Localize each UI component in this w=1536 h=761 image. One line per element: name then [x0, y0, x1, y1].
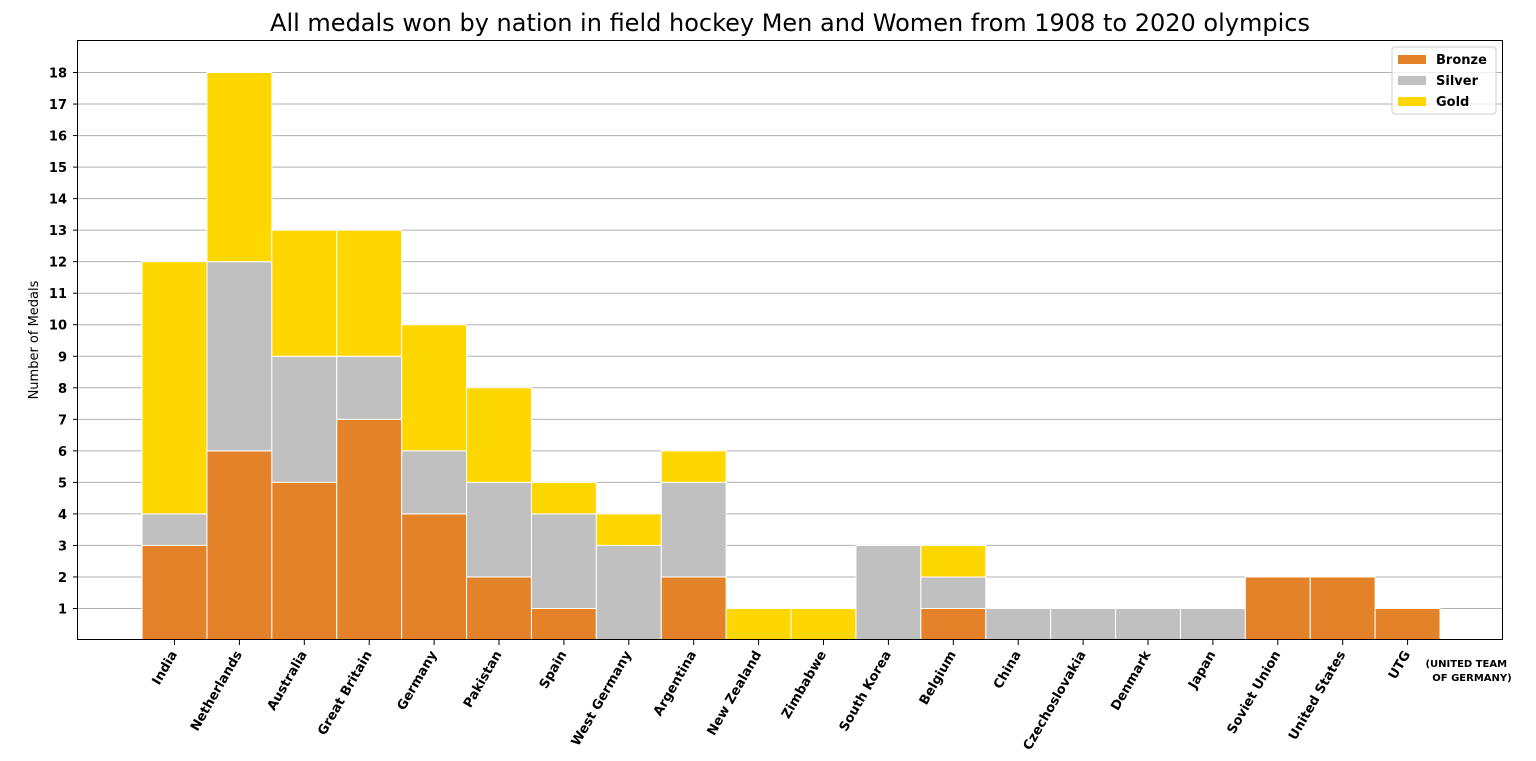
y-tick-label: 4 — [58, 508, 67, 523]
bar-silver-germany — [401, 450, 468, 515]
bar-bronze-australia — [271, 481, 338, 641]
y-tick-label: 17 — [49, 98, 67, 113]
y-tick-label: 1 — [58, 602, 67, 617]
bar-silver-west-germany — [595, 544, 662, 641]
x-tick-label-denmark: Denmark — [1108, 648, 1154, 713]
bar-gold-netherlands — [206, 72, 273, 263]
bar-silver-spain — [530, 513, 597, 609]
bar-gold-pakistan — [466, 387, 532, 483]
bar-bronze-germany — [401, 513, 468, 641]
x-tick-label-argentina: Argentina — [651, 649, 700, 719]
x-tick-label-netherlands: Netherlands — [188, 648, 246, 734]
x-tick-label-pakistan: Pakistan — [461, 649, 506, 711]
x-tick-label-zimbabwe: Zimbabwe — [779, 648, 830, 721]
x-tick-label-czechoslovakia: Czechoslovakia — [1021, 649, 1090, 754]
legend-label-silver: Silver — [1436, 74, 1479, 89]
x-tick-label-belgium: Belgium — [917, 649, 960, 708]
bar-gold-belgium — [920, 544, 987, 578]
x-tick-label-united-states: United States — [1286, 648, 1349, 743]
y-tick-label: 12 — [49, 256, 67, 271]
y-tick-label: 9 — [58, 350, 67, 365]
x-tick-label-west-germany: West Germany — [569, 648, 636, 749]
y-tick-label: 16 — [49, 130, 67, 145]
y-tick-label: 5 — [58, 476, 67, 491]
annotation-line-2: OF GERMANY) — [1432, 673, 1511, 684]
bar-bronze-utg — [1374, 607, 1441, 641]
bar-bronze-spain — [530, 607, 597, 641]
bar-gold-india — [141, 261, 208, 515]
y-tick-label: 3 — [58, 539, 67, 554]
utg-annotation: (UNITED TEAM OF GERMANY) — [1425, 659, 1511, 684]
y-tick-label: 15 — [49, 161, 67, 176]
x-tick-label-japan: Japan — [1185, 649, 1219, 693]
y-tick-label: 8 — [58, 382, 67, 397]
y-tick-label: 7 — [58, 413, 67, 428]
bar-bronze-belgium — [920, 607, 987, 641]
bar-silver-china — [985, 607, 1052, 641]
bar-gold-argentina — [660, 450, 727, 483]
bar-bronze-netherlands — [206, 450, 273, 641]
x-tick-label-soviet-union: Soviet Union — [1225, 649, 1285, 737]
y-tick-label: 11 — [49, 287, 67, 302]
legend-swatch-silver — [1398, 76, 1426, 85]
legend: Bronze Silver Gold — [1391, 46, 1497, 115]
legend-swatch-gold — [1398, 97, 1426, 106]
legend-label-gold: Gold — [1436, 95, 1469, 110]
x-tick-label-spain: Spain — [537, 649, 571, 692]
bar-silver-netherlands — [206, 261, 273, 452]
y-tick-label: 18 — [49, 67, 67, 82]
bar-gold-germany — [401, 324, 468, 452]
bar-silver-south-korea — [855, 544, 922, 641]
plot-frame — [77, 40, 1503, 640]
bar-bronze-great-britain — [336, 418, 403, 641]
bar-silver-india — [141, 513, 208, 546]
y-tick-label: 6 — [58, 445, 67, 460]
legend-label-bronze: Bronze — [1436, 53, 1487, 68]
y-tick-label: 14 — [49, 193, 67, 208]
x-tick-label-new-zealand: New Zealand — [705, 649, 766, 739]
bar-silver-japan — [1179, 607, 1246, 641]
x-tick-label-china: China — [991, 649, 1025, 692]
bar-silver-argentina — [660, 481, 727, 578]
bar-silver-great-britain — [336, 355, 403, 420]
x-tick-label-great-britain: Great Britain — [315, 649, 375, 739]
bars — [141, 72, 1441, 641]
x-tick-label-germany: Germany — [395, 648, 441, 713]
y-tick-label: 10 — [49, 319, 67, 334]
chart-title: All medals won by nation in field hockey… — [270, 9, 1310, 37]
bar-gold-west-germany — [595, 513, 662, 546]
bar-gold-spain — [530, 481, 597, 515]
bar-silver-denmark — [1115, 607, 1181, 641]
x-tick-label-australia: Australia — [265, 649, 311, 714]
bar-gold-australia — [271, 229, 338, 357]
annotation-line-1: (UNITED TEAM — [1425, 659, 1507, 670]
bar-bronze-india — [141, 544, 208, 641]
x-tick-label-utg: UTG — [1386, 649, 1414, 683]
x-axis-ticks: India Netherlands Australia Great Britain Ge… — [150, 640, 1414, 753]
bar-bronze-pakistan — [466, 576, 532, 641]
legend-swatch-bronze — [1398, 55, 1426, 64]
y-axis-label: Number of Medals — [27, 280, 42, 399]
x-tick-label-india: India — [150, 649, 181, 688]
bar-bronze-argentina — [660, 576, 727, 641]
bar-bronze-soviet-union — [1244, 576, 1311, 641]
bar-silver-belgium — [920, 576, 987, 609]
bar-bronze-united-states — [1309, 576, 1376, 641]
bar-gold-new-zealand — [725, 607, 792, 641]
x-tick-label-south-korea: South Korea — [837, 649, 895, 735]
bar-gold-zimbabwe — [790, 607, 857, 641]
y-tick-label: 13 — [49, 224, 67, 239]
y-tick-label: 2 — [58, 571, 67, 586]
bar-silver-pakistan — [466, 481, 532, 578]
bar-gold-great-britain — [336, 229, 403, 357]
bar-silver-czechoslovakia — [1050, 607, 1117, 641]
bar-silver-australia — [271, 355, 338, 483]
